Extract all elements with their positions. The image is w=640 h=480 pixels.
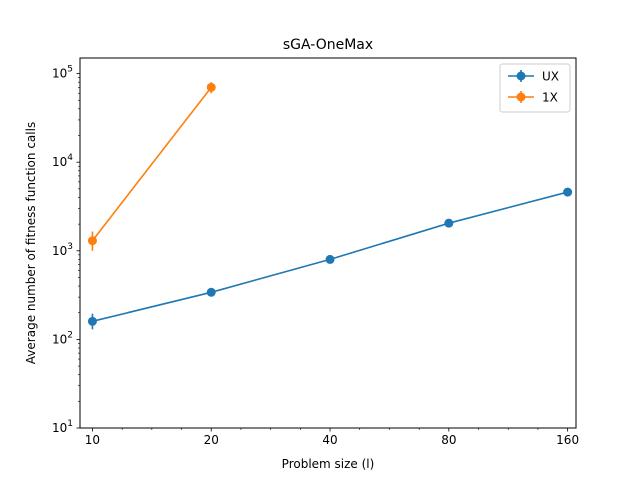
y-tick-label: 103 <box>52 242 73 258</box>
data-point <box>444 218 454 228</box>
x-axis: 10 20 40 80 160 <box>85 428 579 447</box>
series-line <box>91 86 212 242</box>
legend-marker-1X <box>516 92 526 102</box>
y-axis-label: Average number of fitness function calls <box>24 122 38 364</box>
plot-frame <box>79 57 577 429</box>
x-axis-label: Problem size (l) <box>282 457 375 471</box>
chart-title: sGA-OneMax <box>283 37 373 53</box>
series-UX <box>87 187 573 330</box>
series-1X <box>87 82 216 251</box>
x-tick-label: 160 <box>556 433 579 447</box>
x-tick-label: 10 <box>85 433 100 447</box>
plot-area <box>87 82 573 330</box>
x-tick-label: 40 <box>322 433 337 447</box>
data-point <box>206 287 216 297</box>
data-point <box>325 254 335 264</box>
y-tick-label: 104 <box>52 153 73 169</box>
legend-box <box>499 63 571 113</box>
y-tick-label: 101 <box>52 419 73 435</box>
y-axis: 101 102 103 104 105 <box>52 65 80 435</box>
data-point <box>87 236 97 246</box>
data-point <box>206 82 216 92</box>
legend-marker-UX <box>516 71 526 81</box>
y-tick-label: 105 <box>52 65 73 81</box>
x-tick-label: 80 <box>441 433 456 447</box>
legend: UX 1X <box>499 63 571 113</box>
legend-label-1X: 1X <box>542 91 558 105</box>
y-tick-label: 102 <box>52 330 73 346</box>
legend-label-UX: UX <box>542 70 559 84</box>
data-point <box>563 187 573 197</box>
data-point <box>87 316 97 326</box>
x-tick-label: 20 <box>204 433 219 447</box>
